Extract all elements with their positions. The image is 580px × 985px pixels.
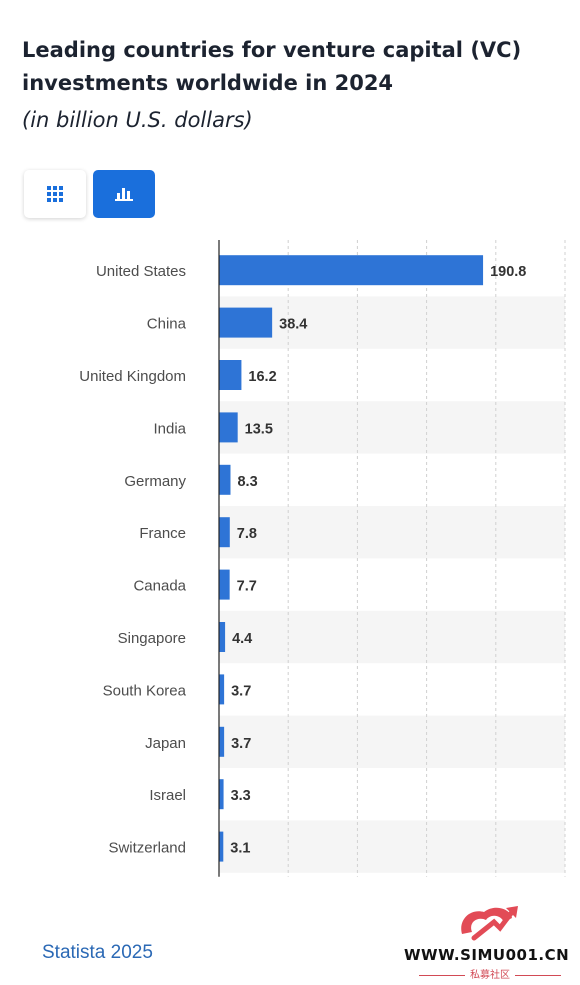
category-label: Germany: [124, 473, 186, 490]
category-label: United States: [96, 263, 186, 280]
bar: [219, 360, 242, 390]
bar: [219, 517, 230, 548]
row-band: [219, 401, 565, 454]
bar: [219, 622, 226, 652]
category-label: India: [153, 420, 186, 437]
watermark-logo-icon: [461, 906, 518, 941]
value-label: 190.8: [490, 264, 526, 280]
bar-chart: United States 190.8 China 38.4 United Kingdo…: [79, 240, 566, 877]
row-band: [219, 820, 565, 873]
chart-subtitle: (in billion U.S. dollars): [22, 108, 253, 132]
value-label: 7.7: [237, 579, 257, 595]
watermark: WWW.SIMU001.CN 私募社区: [404, 900, 576, 981]
bar: [219, 307, 273, 338]
chart-view-button[interactable]: [93, 170, 155, 218]
value-label: 3.7: [231, 736, 251, 752]
table-view-button[interactable]: [24, 170, 86, 218]
category-label: Japan: [145, 735, 186, 752]
row-band: [219, 715, 565, 768]
value-label: 4.4: [232, 631, 252, 647]
row-band: [219, 610, 565, 664]
bar: [219, 464, 231, 495]
category-label: United Kingdom: [79, 368, 186, 385]
bar: [219, 674, 225, 705]
bar: [219, 779, 224, 810]
bar-chart-icon: [115, 187, 133, 201]
value-label: 7.8: [237, 526, 257, 542]
bar: [219, 255, 484, 286]
bar: [219, 831, 224, 862]
category-label: Canada: [133, 578, 186, 595]
chart-title: Leading countries for venture capital (V…: [22, 38, 522, 95]
category-label: Switzerland: [108, 840, 186, 857]
bar: [219, 412, 238, 443]
category-label: France: [139, 525, 186, 542]
value-label: 38.4: [279, 317, 307, 333]
category-label: China: [147, 316, 187, 333]
watermark-subtext: 私募社区: [404, 966, 576, 981]
table-grid-icon: [47, 186, 63, 202]
category-label: South Korea: [103, 682, 187, 699]
bar: [219, 726, 225, 757]
value-label: 3.3: [231, 788, 251, 804]
row-band: [219, 506, 565, 559]
source-label[interactable]: Statista 2025: [42, 942, 153, 963]
row-band: [219, 296, 565, 349]
value-label: 13.5: [245, 421, 273, 437]
watermark-text: WWW.SIMU001.CN: [404, 946, 570, 964]
category-label: Singapore: [118, 630, 186, 647]
category-label: Israel: [149, 787, 186, 804]
value-label: 3.1: [230, 841, 250, 857]
value-label: 8.3: [237, 474, 257, 490]
bar: [219, 569, 230, 600]
value-label: 16.2: [248, 369, 276, 385]
value-label: 3.7: [231, 683, 251, 699]
